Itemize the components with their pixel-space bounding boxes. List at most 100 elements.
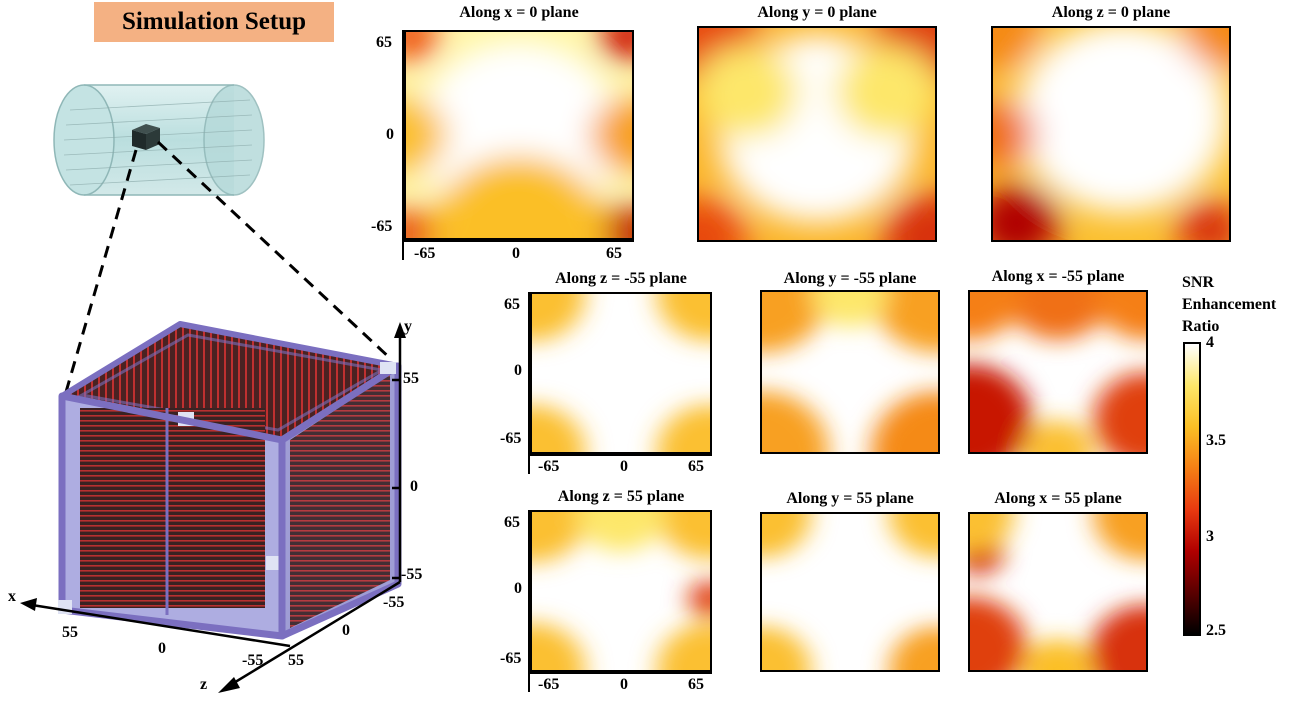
colorbar-tick-label: 3 (1206, 528, 1214, 545)
heatmap-region (1022, 638, 1094, 670)
y-tick-label: 55 (403, 370, 419, 387)
x-tick-label: -65 (414, 245, 436, 262)
x-tick-label: 0 (620, 676, 628, 693)
heatmap-region (970, 596, 1027, 670)
heatmap-region (762, 514, 812, 558)
heatmap-region (993, 184, 1060, 240)
x-tick-label: 55 (62, 624, 78, 641)
y-tick-label: 0 (514, 580, 522, 597)
axis-label-y: y (404, 318, 412, 335)
colorbar-tick-label: 4 (1206, 334, 1214, 351)
heatmap-region (532, 404, 586, 452)
heatmap-region (600, 32, 632, 61)
y-axis (528, 292, 530, 474)
x-tick-label: 0 (158, 640, 166, 657)
x-axis (528, 454, 712, 456)
zoom-lines (64, 140, 394, 393)
x-axis (402, 240, 634, 242)
heatmap-panel-z55 (530, 510, 712, 672)
axis-label-x: x (8, 588, 16, 605)
coil-array-cube-icon (58, 321, 402, 640)
heatmap-region (888, 514, 938, 558)
heatmap-field (993, 28, 1229, 240)
z-tick-label: -55 (383, 594, 405, 611)
heatmap-region (993, 28, 1041, 71)
heatmap-region (406, 32, 438, 61)
panel-title: Along z = -55 plane (555, 270, 687, 287)
heatmap-region (762, 626, 812, 670)
panel-title: Along z = 55 plane (557, 488, 685, 505)
heatmap-region (428, 155, 610, 238)
heatmap-panel-zm55 (530, 292, 712, 454)
heatmap-region (970, 364, 1032, 452)
heatmap-panel-x55 (968, 512, 1148, 672)
heatmap-panel-x0 (404, 30, 634, 240)
setup-title: Simulation Setup (94, 2, 334, 42)
x-tick-label: 65 (688, 676, 704, 693)
heatmap-region (970, 514, 1014, 553)
heatmap-region (1181, 28, 1229, 71)
heatmap-region (762, 292, 829, 353)
heatmap-region (532, 622, 586, 670)
x-tick-label: -65 (538, 676, 560, 693)
heatmap-region (656, 294, 710, 342)
panel-title: Along x = -55 plane (991, 268, 1125, 285)
heatmap-region (1089, 604, 1146, 670)
z-tick-label: 55 (288, 652, 304, 669)
heatmap-field (532, 512, 710, 670)
z-tick-label: 0 (342, 622, 350, 639)
y-tick-label: -55 (401, 566, 423, 583)
y-tick-label: -65 (371, 218, 393, 235)
heatmap-region (688, 579, 710, 618)
panel-title: Along x = 55 plane (994, 490, 1122, 507)
heatmap-region (1093, 514, 1146, 561)
x-tick-label: -65 (538, 458, 560, 475)
heatmap-panel-z0 (991, 26, 1231, 242)
y-tick-label: 65 (376, 34, 392, 51)
y-tick-label: -65 (500, 430, 522, 447)
heatmap-region (406, 97, 447, 173)
panel-title: Along y = 0 plane (757, 4, 877, 21)
heatmap-region (871, 391, 938, 452)
heatmap-region (811, 292, 889, 328)
x-tick-label: -55 (242, 652, 264, 669)
panel-title: Along y = -55 plane (783, 270, 917, 287)
y-axis (402, 30, 404, 260)
setup-illustration (20, 84, 406, 693)
heatmap-field (762, 514, 938, 670)
x-tick-label: 0 (620, 458, 628, 475)
heatmap-region (591, 97, 632, 173)
heatmap-region (1093, 292, 1146, 340)
heatmap-region (532, 294, 586, 342)
heatmap-region (656, 404, 710, 452)
x-tick-label: 0 (512, 245, 520, 262)
x-tick-label: 65 (606, 245, 622, 262)
y-axis (528, 510, 530, 692)
heatmap-panel-y0 (697, 26, 937, 242)
colorbar-title-line: SNR (1182, 274, 1215, 291)
heatmap-region (699, 44, 799, 139)
heatmap-region (871, 292, 938, 353)
heatmap-region (1016, 28, 1229, 213)
heatmap-region (762, 391, 829, 452)
heatmap-panel-xm55 (968, 290, 1148, 454)
heatmap-region (993, 100, 1036, 168)
heatmap-panel-ym55 (760, 290, 940, 454)
heatmap-region (1005, 292, 1111, 340)
x-tick-label: 65 (688, 458, 704, 475)
heatmap-region (888, 626, 938, 670)
colorbar-title-line: Ratio (1182, 318, 1220, 335)
heatmap-field (970, 292, 1146, 452)
heatmap-region (835, 44, 935, 139)
heatmap-panel-y55 (760, 512, 940, 672)
colorbar-title: SNR Enhancement Ratio (1182, 272, 1276, 338)
heatmap-field (406, 32, 632, 238)
y-tick-label: 0 (514, 362, 522, 379)
heatmap-region (1093, 372, 1146, 452)
axis-label-z: z (200, 676, 208, 693)
heatmap-region (970, 292, 1023, 340)
coordinate-axes (20, 322, 406, 693)
y-tick-label: -65 (500, 650, 522, 667)
heatmap-region (656, 512, 710, 560)
colorbar-tick-label: 2.5 (1206, 622, 1226, 639)
